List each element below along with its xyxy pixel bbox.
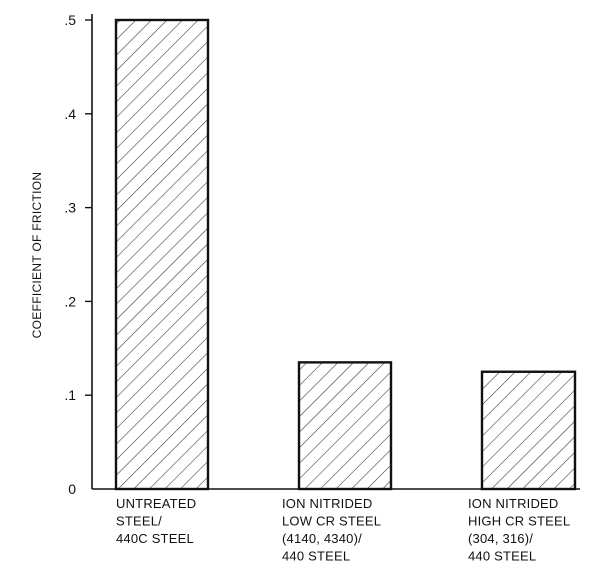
category-label-line: 440 STEEL: [468, 549, 536, 564]
category-label-line: UNTREATED: [116, 496, 196, 511]
y-ticks: 0 .1 .2 .3 .4 .5: [64, 12, 92, 497]
bar: [114, 18, 210, 491]
y-tick-label: .1: [64, 387, 76, 403]
y-tick-label: 0: [68, 481, 76, 497]
category-label: ION NITRIDED LOW CR STEEL (4140, 4340)/ 440…: [282, 496, 381, 564]
y-axis-title-group: COEFFICIENT OF FRICTION: [30, 172, 44, 339]
y-tick-label: .2: [64, 293, 76, 309]
bar: [480, 370, 577, 491]
category-label-line: HIGH CR STEEL: [468, 514, 570, 529]
category-label-line: (304, 316)/: [468, 531, 533, 546]
y-tick-label: .4: [64, 106, 76, 122]
category-label-line: LOW CR STEEL: [282, 514, 381, 529]
category-label-line: (4140, 4340)/: [282, 531, 362, 546]
category-label: UNTREATED STEEL/440C STEEL: [116, 496, 196, 546]
y-tick-label: .3: [64, 200, 76, 216]
category-labels: UNTREATED STEEL/440C STEEL ION NITRIDED LOW…: [116, 496, 570, 564]
category-label-line: 440C STEEL: [116, 531, 194, 546]
y-tick-label: .5: [64, 12, 76, 28]
category-label-line: ION NITRIDED: [282, 496, 373, 511]
category-label-line: STEEL/: [116, 514, 162, 529]
category-label: ION NITRIDED HIGH CR STEEL (304, 316)/ 440 …: [468, 496, 570, 564]
category-label-line: 440 STEEL: [282, 549, 350, 564]
category-label-line: ION NITRIDED: [468, 496, 559, 511]
y-axis-title: COEFFICIENT OF FRICTION: [30, 172, 44, 339]
bars: [114, 18, 577, 491]
bar: [297, 361, 393, 491]
